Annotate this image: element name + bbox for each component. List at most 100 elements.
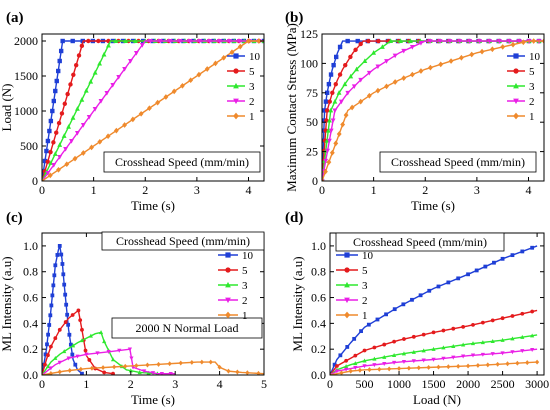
data-point — [332, 98, 338, 104]
data-point — [123, 38, 128, 43]
data-point — [57, 58, 62, 64]
data-point — [46, 353, 50, 358]
data-point — [327, 99, 332, 104]
legend-marker-1 — [225, 311, 231, 319]
data-point — [340, 121, 346, 128]
series-group — [322, 38, 544, 181]
x-axis-label: Time (s) — [131, 392, 175, 407]
y-tick-label: 1.0 — [311, 239, 326, 253]
data-point — [480, 340, 485, 345]
data-point — [353, 353, 358, 358]
data-point — [56, 166, 61, 173]
data-point — [401, 75, 407, 81]
y-tick-label: 0.0 — [311, 368, 326, 382]
data-point — [410, 297, 414, 302]
series-line-3 — [330, 334, 538, 375]
data-point — [104, 91, 110, 96]
data-point — [510, 350, 515, 355]
data-point — [78, 366, 83, 372]
data-point — [451, 326, 456, 331]
data-point — [382, 362, 387, 367]
data-point — [47, 323, 52, 327]
data-point — [520, 349, 525, 354]
data-point — [520, 249, 525, 254]
data-point — [45, 138, 51, 144]
y-tick-label: 2000 — [14, 34, 38, 48]
legend-marker-5 — [225, 267, 231, 273]
data-point — [112, 364, 117, 370]
y-axis-label: Load (N) — [0, 83, 14, 131]
data-point — [56, 68, 61, 74]
y-tick-label: 0.8 — [311, 265, 326, 279]
data-point — [229, 49, 235, 56]
data-point — [392, 360, 397, 365]
data-point — [461, 324, 466, 329]
data-point — [142, 369, 147, 374]
series-markers-1 — [330, 359, 540, 375]
data-point — [54, 130, 59, 135]
data-point — [343, 112, 349, 119]
data-point — [436, 284, 441, 289]
data-point — [139, 43, 145, 48]
plot-frame — [321, 33, 545, 182]
panel-label: (b) — [285, 10, 303, 26]
data-point — [477, 39, 483, 44]
x-tick-label: 1 — [83, 377, 89, 391]
data-point — [531, 38, 537, 44]
data-point — [456, 363, 461, 369]
data-point — [353, 365, 358, 370]
data-point — [326, 138, 332, 144]
data-point — [44, 148, 49, 154]
data-point — [47, 172, 53, 179]
data-point — [461, 342, 466, 347]
data-point — [97, 138, 103, 145]
annotation-box — [379, 151, 537, 173]
legend-marker-10 — [344, 252, 350, 258]
data-point — [372, 363, 377, 368]
data-point — [354, 66, 360, 72]
data-point — [372, 345, 377, 350]
data-point — [330, 118, 336, 124]
data-point — [426, 364, 431, 370]
legend-label-1: 1 — [249, 111, 255, 123]
data-point — [357, 367, 363, 373]
data-point — [332, 362, 337, 367]
chart-panel-3: (c) 0 1 2 3 4 5 0.0 0.2 0.4 0.6 0.8 1.0 Time (s) ML In… — [0, 210, 267, 407]
data-point — [345, 90, 351, 96]
data-point — [480, 352, 485, 357]
data-point — [344, 367, 349, 372]
data-point — [490, 318, 495, 323]
series-markers-10 — [42, 244, 84, 375]
data-point — [63, 320, 68, 324]
data-point — [520, 311, 525, 316]
data-point — [84, 352, 89, 357]
y-tick-label: 0.2 — [311, 342, 326, 356]
data-point — [83, 348, 88, 353]
data-point — [128, 368, 133, 373]
data-point — [122, 122, 128, 128]
data-point — [328, 72, 334, 77]
data-point — [398, 38, 403, 44]
data-point — [416, 365, 421, 371]
data-point — [78, 318, 83, 323]
data-point — [490, 352, 495, 357]
data-point — [48, 313, 53, 318]
data-point — [437, 39, 443, 44]
data-point — [42, 372, 45, 375]
data-point — [487, 39, 492, 44]
data-point — [45, 159, 50, 164]
data-point — [362, 358, 367, 363]
data-point — [323, 168, 328, 175]
x-tick-label: 3 — [474, 183, 480, 197]
data-point — [110, 357, 116, 362]
data-point — [67, 332, 72, 337]
data-point — [541, 38, 544, 44]
data-point — [421, 348, 426, 353]
data-point — [56, 120, 62, 126]
series-markers-2 — [330, 348, 535, 375]
x-axis-label: Load (N) — [413, 392, 461, 407]
data-point — [73, 62, 79, 68]
data-point — [342, 81, 348, 87]
data-point — [441, 328, 446, 333]
data-point — [530, 245, 535, 250]
